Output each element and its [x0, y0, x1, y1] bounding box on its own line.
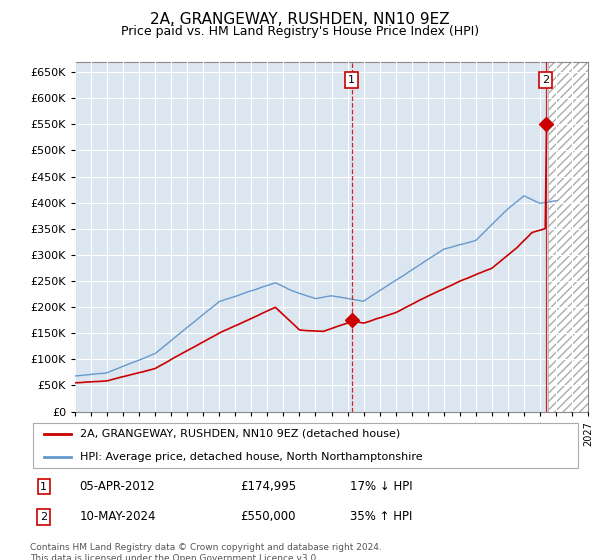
- Text: £174,995: £174,995: [240, 480, 296, 493]
- Bar: [548, 62, 588, 412]
- Text: 2: 2: [40, 512, 47, 522]
- Text: 2A, GRANGEWAY, RUSHDEN, NN10 9EZ (detached house): 2A, GRANGEWAY, RUSHDEN, NN10 9EZ (detach…: [80, 428, 400, 438]
- Text: £550,000: £550,000: [240, 510, 295, 524]
- Text: 2A, GRANGEWAY, RUSHDEN, NN10 9EZ: 2A, GRANGEWAY, RUSHDEN, NN10 9EZ: [150, 12, 450, 27]
- Text: 35% ↑ HPI: 35% ↑ HPI: [350, 510, 413, 524]
- Text: 1: 1: [348, 75, 355, 85]
- Text: 05-APR-2012: 05-APR-2012: [80, 480, 155, 493]
- Text: HPI: Average price, detached house, North Northamptonshire: HPI: Average price, detached house, Nort…: [80, 452, 422, 462]
- Text: Contains HM Land Registry data © Crown copyright and database right 2024.
This d: Contains HM Land Registry data © Crown c…: [30, 543, 382, 560]
- Text: 2: 2: [542, 75, 549, 85]
- Text: 1: 1: [40, 482, 47, 492]
- FancyBboxPatch shape: [33, 422, 578, 468]
- Text: 10-MAY-2024: 10-MAY-2024: [80, 510, 156, 524]
- Text: 17% ↓ HPI: 17% ↓ HPI: [350, 480, 413, 493]
- Text: Price paid vs. HM Land Registry's House Price Index (HPI): Price paid vs. HM Land Registry's House …: [121, 25, 479, 38]
